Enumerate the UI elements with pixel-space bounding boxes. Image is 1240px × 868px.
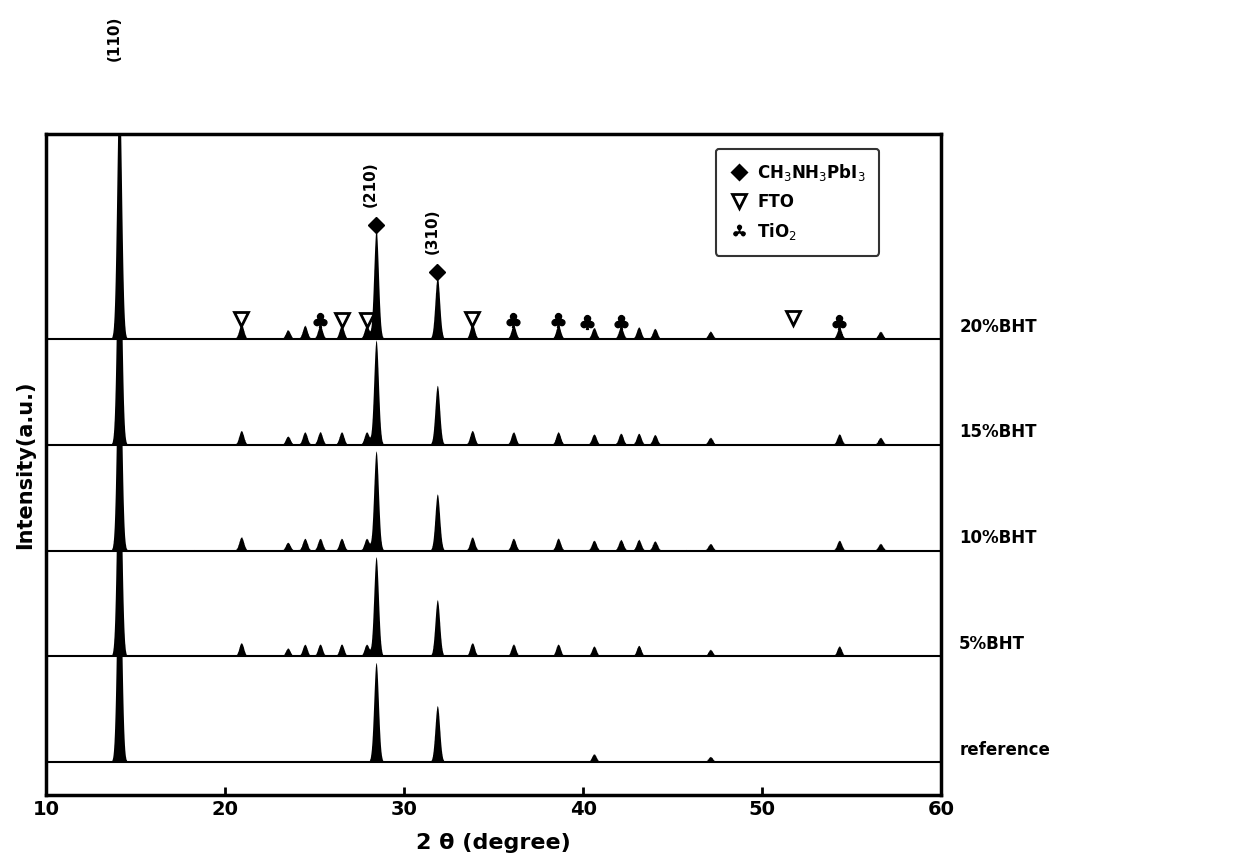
Text: (210): (210) [363, 161, 378, 207]
Y-axis label: Intensity(a.u.): Intensity(a.u.) [15, 380, 35, 549]
Text: 20%BHT: 20%BHT [960, 318, 1037, 336]
Text: (110): (110) [107, 16, 122, 61]
Legend: CH$_3$NH$_3$PbI$_3$, FTO, TiO$_2$: CH$_3$NH$_3$PbI$_3$, FTO, TiO$_2$ [715, 148, 879, 255]
Text: reference: reference [960, 741, 1050, 759]
Text: 10%BHT: 10%BHT [960, 529, 1037, 547]
Text: (310): (310) [424, 208, 439, 254]
Text: 5%BHT: 5%BHT [960, 635, 1025, 653]
Text: 15%BHT: 15%BHT [960, 424, 1037, 442]
X-axis label: 2 θ (degree): 2 θ (degree) [417, 833, 572, 853]
